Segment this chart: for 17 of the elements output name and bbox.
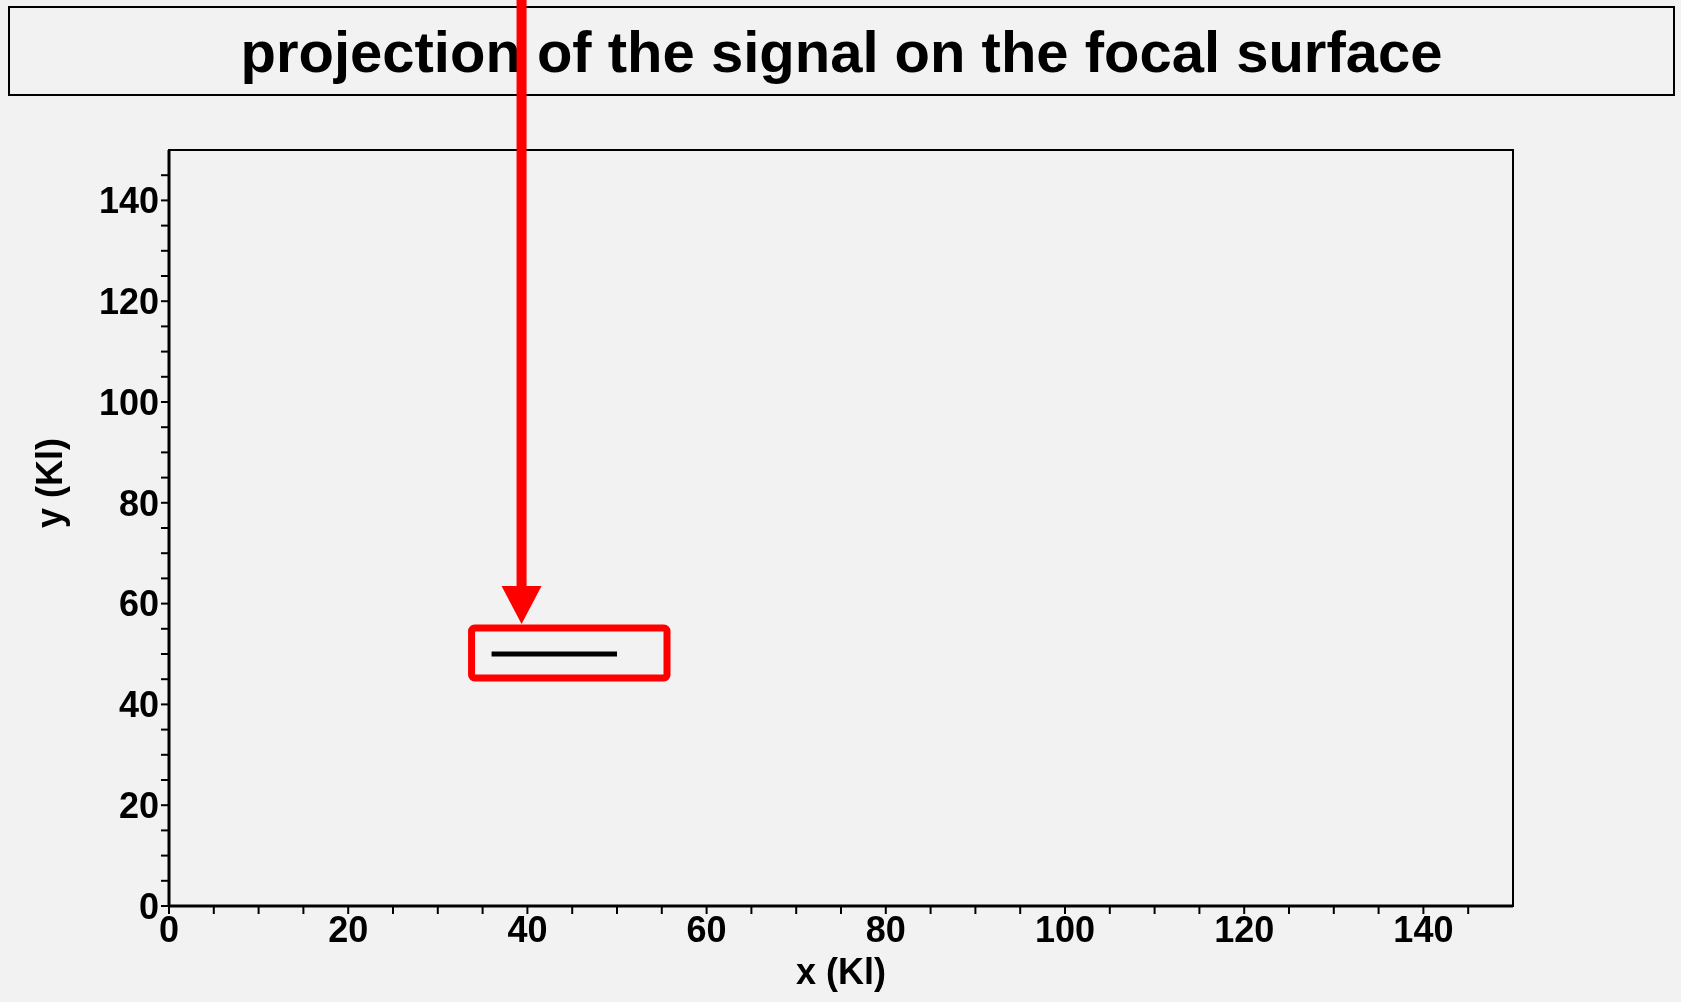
x-tick-label: 60 bbox=[686, 908, 727, 950]
x-tick-label: 100 bbox=[1034, 908, 1096, 950]
chart-title: projection of the signal on the focal surface bbox=[8, 6, 1675, 96]
x-axis-title: x (Kl) bbox=[796, 951, 886, 992]
y-axis-title: y (Kl) bbox=[28, 438, 70, 528]
y-tick-label: 120 bbox=[98, 280, 159, 322]
y-tick-label: 20 bbox=[118, 784, 159, 826]
x-tick-label: 80 bbox=[865, 908, 906, 950]
y-tick-label: 40 bbox=[118, 684, 159, 726]
y-tick-label: 140 bbox=[98, 180, 159, 222]
y-tick-label: 60 bbox=[118, 583, 159, 625]
x-tick-label: 120 bbox=[1214, 908, 1275, 950]
x-tick-label: 20 bbox=[328, 908, 369, 950]
y-tick-label: 80 bbox=[118, 482, 159, 524]
x-tick-label: 40 bbox=[507, 908, 548, 950]
x-tick-label: 140 bbox=[1393, 908, 1454, 950]
y-tick-label: 100 bbox=[98, 381, 159, 423]
